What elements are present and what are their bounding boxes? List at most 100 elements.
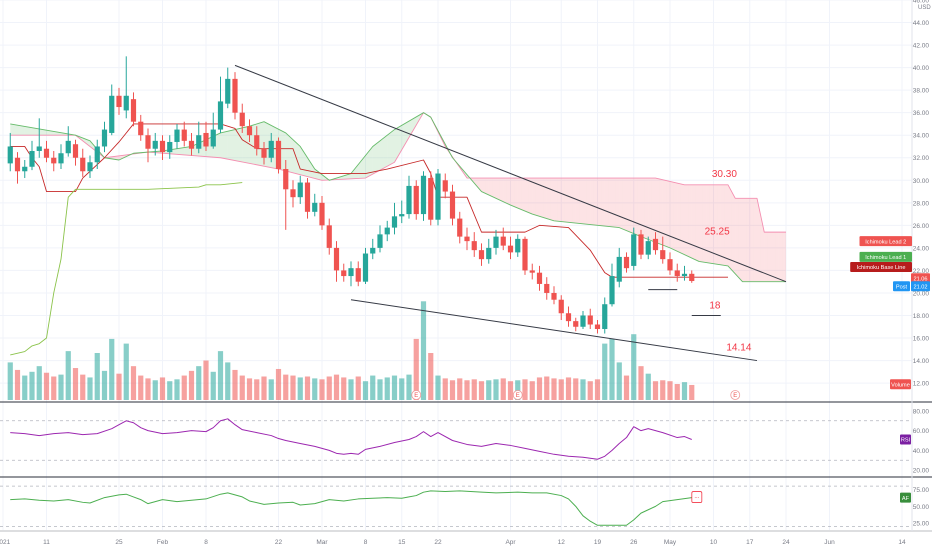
trendline [234,64,787,283]
candle-body [428,178,434,220]
candle-body [609,276,615,305]
cloud-segment [601,178,605,227]
volume-bar [478,381,485,400]
volume-bar [167,381,173,400]
price-tick-label: 32.00 [913,155,930,162]
volume-bar [529,381,535,400]
price-axis[interactable]: USD 46.00 44.00 42.00 40.00 38.00 36.00 34.00 3… [913,0,932,388]
cloud-segment [539,178,544,218]
price-tick-label: 22.00 [913,268,930,275]
cloud-segment [590,178,594,225]
cloud-segment [680,183,685,255]
volume-bar [616,362,622,400]
volume-bar [304,376,311,400]
earnings-marker-label: E [414,393,418,399]
rsi-pane[interactable]: 80.00 60.00 40.00 20.00 RSI [0,408,930,475]
time-axis[interactable]: 2021 11 25 Feb 8 22 Mar 8 15 22 Apr 12 19 26 May 10 17 24… [0,539,906,546]
rsi-tick-label: 60.00 [913,428,930,435]
volume-bar [72,368,79,400]
volume-bar [558,379,564,400]
volume-bar [587,381,593,400]
trendlines[interactable] [234,64,787,362]
volume-bar [29,371,35,400]
volume-bar [174,379,180,400]
price-axis-flag [859,251,912,262]
candle-body [196,135,202,149]
cloud-segment [376,140,380,173]
price-axis-flag [859,236,912,247]
time-tick-label: 2021 [0,539,11,546]
cloud-segment [372,143,377,175]
candle-body [116,95,122,108]
price-tick-label: 14.00 [913,358,930,365]
candle-body [399,214,405,217]
price-tick-label: 46.00 [913,0,930,5]
cloud-segment [13,124,18,136]
volume-bar [536,377,543,400]
candle-body [123,95,129,111]
cloud-segment [387,132,391,167]
cloud-segment [380,138,384,171]
price-tick-label: 34.00 [913,133,930,140]
volume-bar [660,380,666,400]
volume-bar [312,378,318,400]
price-axis-flag [890,379,911,390]
volume-bar [442,378,448,400]
price-tick-label: 16.00 [913,336,930,343]
cloud-segment [285,132,290,172]
volume-bar [565,377,572,400]
trendline [350,299,758,362]
candle-body [660,250,666,260]
volume-bar [152,380,158,400]
indicator-pane[interactable]: 75.00 50.00 25.00 AF... [0,485,930,528]
candle-body [261,148,267,158]
cloud-segment [177,148,181,155]
candle-body [486,247,492,260]
candle-body [181,129,187,141]
candle-body [297,182,303,198]
earnings-marker [411,390,422,400]
candle-body [638,234,644,255]
cloud-segment [517,178,522,210]
price-axis-flag [911,281,930,292]
indicator-flag-label: AF [902,496,910,502]
price-annotation: 18 [709,301,721,312]
cloud-segment [713,184,718,265]
candle-body [80,157,86,172]
cloud-segment [720,184,725,266]
candle-body [529,270,535,273]
cloud-segment [180,147,185,155]
cloud-segment [10,123,14,136]
ichimoku-lead-1 [10,112,786,283]
cloud-segment [492,178,496,199]
price-annotation: 14.14 [726,342,751,353]
candle-body [370,247,376,254]
price-tick-label: 24.00 [913,245,930,252]
candle-body [457,218,463,237]
grid [0,0,932,532]
rsi-tick-label: 40.00 [913,448,930,455]
price-axis-flag-label: Ichimoku Lead 1 [865,255,906,261]
price-tick-label: 28.00 [913,200,930,207]
indicator-tick-label: 50.00 [913,504,930,511]
candle-body [442,180,448,192]
candle-body [312,202,318,212]
cloud-segment [731,191,736,274]
cloud-segment [474,178,478,188]
volume-bar [43,372,50,400]
ichimoku-base-line [10,123,728,278]
candle-body [319,202,325,226]
volume-bar [123,343,129,400]
candle-body [384,227,390,235]
cloud-segment [50,130,54,136]
cloud-segment [753,198,757,282]
volume-bar [297,377,303,400]
price-annotation: 25.25 [705,226,730,237]
cloud-segment [767,232,772,282]
cloud-segment [670,181,674,250]
cloud-segment [119,155,123,160]
volume-bar [7,362,13,400]
candle-body [29,150,35,167]
